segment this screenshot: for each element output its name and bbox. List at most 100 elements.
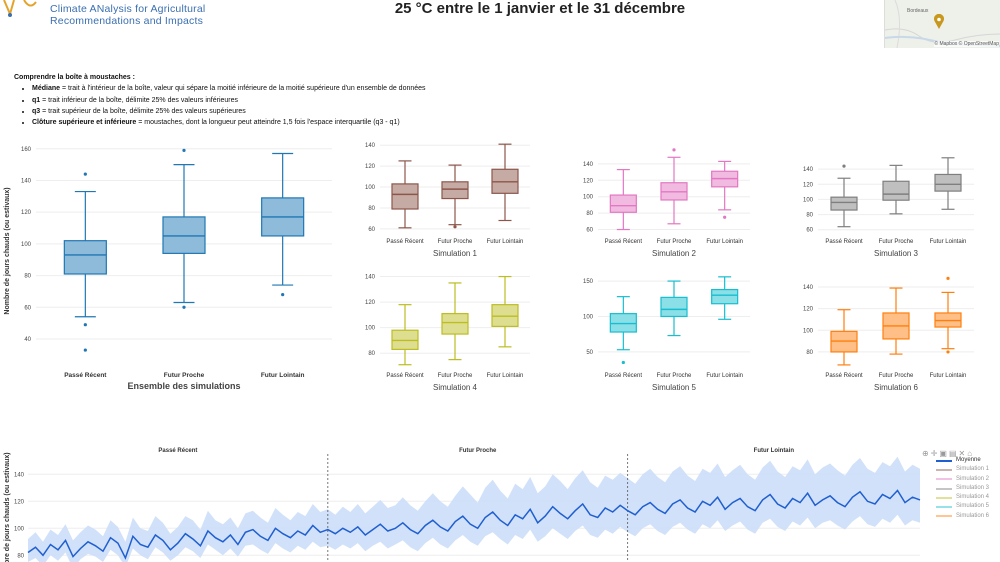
boxplot-simulation-6[interactable]: 80 100 120 140 Passé Récent Futur Proche Futur…	[778, 268, 988, 394]
legend-item[interactable]: Simulation 5	[936, 502, 989, 511]
y-tick-label: 60	[24, 305, 31, 311]
y-axis-label: Nombre de jours chauds (ou estivaux)	[4, 187, 11, 314]
legend-swatch	[936, 515, 952, 518]
autoscale-icon[interactable]: ✕	[958, 449, 968, 458]
legend-item[interactable]: Simulation 3	[936, 484, 989, 493]
boxplot-simulation-3[interactable]: 60 80 100 120 140 Passé Récent Futur Proche Fut…	[778, 148, 988, 260]
category-label: Futur Proche	[657, 373, 692, 379]
outlier-point	[453, 225, 457, 229]
y-tick-label: 140	[14, 472, 25, 478]
y-tick-label: 150	[583, 279, 594, 285]
legend-item[interactable]: Simulation 2	[936, 475, 989, 484]
box-2	[441, 282, 469, 361]
legend-swatch	[936, 468, 952, 471]
box-3	[491, 275, 519, 348]
y-tick-label: 100	[803, 197, 814, 203]
chart-title: Simulation 3	[874, 249, 919, 258]
period-label: Futur Proche	[459, 448, 497, 454]
box-2	[660, 280, 688, 337]
boxplot-simulation-1[interactable]: 60 80 100 120 140 Passé Récent Futur Proche Fut…	[340, 134, 540, 260]
box-3	[711, 276, 739, 320]
y-tick-label: 100	[583, 195, 594, 201]
outlier-point	[182, 148, 186, 152]
y-tick-label: 120	[803, 182, 814, 188]
y-tick-label: 120	[21, 210, 32, 216]
box-1	[609, 296, 637, 365]
outlier-point	[182, 305, 186, 309]
legend-item[interactable]: Simulation 6	[936, 512, 989, 521]
box-3	[934, 276, 962, 354]
zoom-in-icon[interactable]: ▣	[939, 449, 949, 458]
location-pin-icon	[934, 14, 944, 29]
legend-label: Simulation 6	[956, 512, 990, 519]
zoom-icon[interactable]: ⊕	[922, 449, 931, 458]
explanation-item: Médiane = trait à l'intérieur de la boît…	[32, 83, 426, 94]
y-tick-label: 140	[803, 167, 814, 173]
box-2	[660, 148, 688, 225]
mean-line	[27, 489, 921, 560]
category-label: Passé Récent	[605, 239, 643, 245]
logo-icon	[3, 0, 37, 17]
iqr-box	[609, 194, 637, 213]
outlier-point	[83, 348, 87, 352]
legend-swatch	[936, 506, 952, 509]
y-tick-label: 80	[24, 274, 31, 280]
category-label: Passé Récent	[386, 373, 424, 379]
iqr-box	[882, 180, 910, 201]
legend-swatch	[936, 496, 952, 499]
box-3	[261, 152, 305, 297]
logo-line-1: Climate ANalysis for Agricultural	[50, 3, 206, 15]
legend-item[interactable]: Simulation 4	[936, 493, 989, 502]
period-label: Passé Récent	[158, 448, 197, 454]
legend-label: Simulation 5	[956, 503, 990, 510]
min-max-band	[28, 456, 920, 562]
category-label: Futur Lointain	[930, 373, 967, 379]
category-label: Passé Récent	[605, 373, 643, 379]
outlier-point	[83, 323, 87, 327]
outlier-point	[946, 276, 950, 280]
page-title: 25 °C entre le 1 janvier et le 31 décemb…	[394, 0, 686, 17]
zoom-out-icon[interactable]: ▤	[948, 449, 959, 458]
y-tick-label: 60	[806, 228, 813, 234]
category-label: Futur Lointain	[487, 373, 524, 379]
box-1	[391, 160, 419, 229]
chart-title: Ensemble des simulations	[127, 381, 240, 391]
boxplot-simulation-2[interactable]: 60 80 100 120 140 Passé Récent Futur Proche Fut…	[560, 148, 760, 260]
boxplot-simulation-4[interactable]: 80 100 120 140 Passé Récent Futur Proche Futur…	[340, 268, 540, 394]
map-attribution: © Mapbox © OpenStreetMap	[934, 41, 999, 47]
iqr-box	[711, 288, 739, 305]
y-tick-label: 140	[365, 143, 376, 149]
legend-label: Simulation 3	[956, 484, 990, 491]
iqr-box	[830, 196, 858, 211]
explanation-list: Médiane = trait à l'intérieur de la boît…	[14, 83, 426, 128]
outlier-point	[621, 360, 625, 365]
legend-label: Moyenne	[956, 457, 981, 463]
iqr-box	[934, 173, 962, 192]
y-tick-label: 140	[365, 275, 376, 281]
y-tick-label: 120	[583, 178, 594, 184]
legend-item[interactable]: Simulation 1	[936, 465, 989, 474]
boxplot-simulation-5[interactable]: 50 100 150 Passé Récent Futur Proche Futur Lo…	[560, 268, 760, 394]
boxplot-ensemble[interactable]: 40 60 80 100 120 140 160 Nombre de jours chauds…	[0, 138, 340, 394]
box-3	[711, 160, 739, 219]
y-tick-label: 50	[586, 350, 593, 356]
y-tick-label: 120	[365, 300, 376, 306]
home-icon[interactable]: ⌂	[967, 449, 975, 458]
box-2	[162, 148, 206, 309]
explanation-item: Clôture supérieure et inférieure = moust…	[32, 117, 426, 128]
iqr-box	[162, 216, 206, 254]
category-label: Passé Récent	[825, 373, 863, 379]
y-tick-label: 80	[586, 211, 593, 217]
box-1	[63, 172, 107, 352]
timeseries-legend: Moyenne Simulation 1 Simulation 2 Simulatio…	[936, 456, 989, 521]
legend-item[interactable]: Moyenne	[936, 456, 989, 465]
logo-line-2: Recommendations and Impacts	[50, 15, 204, 27]
pan-icon[interactable]: ✛	[930, 449, 940, 458]
y-tick-label: 80	[368, 206, 375, 212]
outlier-point	[723, 215, 727, 219]
boxplot-explanation: Comprendre la boîte à moustaches : Média…	[14, 72, 426, 128]
explanation-item: q1 = trait inférieur de la boîte, délimi…	[32, 95, 426, 106]
period-label: Futur Lointain	[754, 448, 795, 454]
location-map[interactable]: Bordeaux © Mapbox © OpenStreetMap	[884, 0, 1000, 48]
